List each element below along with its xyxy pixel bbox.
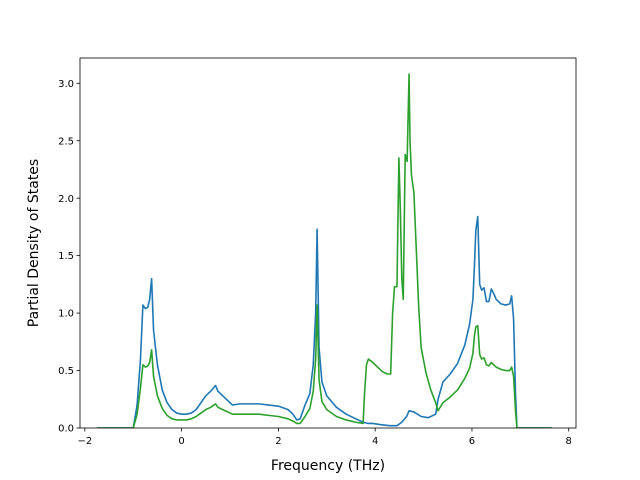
x-axis-label: Frequency (THz) xyxy=(271,458,385,474)
y-tick-label: 2.0 xyxy=(58,194,74,205)
y-tick-label: 2.5 xyxy=(58,136,74,147)
series-line-2 xyxy=(96,73,552,428)
y-tick-label: 1.5 xyxy=(58,251,74,262)
y-tick-label: 3.0 xyxy=(58,79,74,90)
x-tick-label: 6 xyxy=(469,436,475,447)
x-tick-label: −2 xyxy=(77,436,92,447)
x-tick-label: 2 xyxy=(275,436,281,447)
x-axis-ticks: −2 0 2 4 6 8 xyxy=(77,428,572,447)
y-tick-label: 0.5 xyxy=(58,366,74,377)
y-tick-label: 0.0 xyxy=(58,424,74,435)
axes-frame xyxy=(79,57,577,429)
series-line-1 xyxy=(96,215,552,428)
plot-area xyxy=(96,73,552,428)
x-tick-label: 8 xyxy=(566,436,572,447)
y-axis-label: Partial Density of States xyxy=(26,159,42,327)
x-tick-label: 4 xyxy=(372,436,378,447)
y-axis-ticks: 0.0 0.5 1.0 1.5 2.0 2.5 3.0 xyxy=(58,79,80,435)
x-tick-label: 0 xyxy=(178,436,184,447)
y-tick-label: 1.0 xyxy=(58,309,74,320)
